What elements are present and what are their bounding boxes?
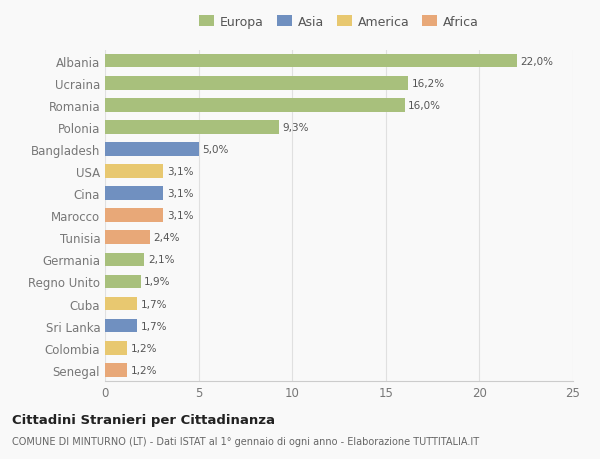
Text: 3,1%: 3,1%: [167, 211, 193, 221]
Text: 16,0%: 16,0%: [408, 101, 441, 111]
Text: 9,3%: 9,3%: [283, 123, 310, 133]
Text: 3,1%: 3,1%: [167, 189, 193, 199]
Text: 2,4%: 2,4%: [154, 233, 180, 243]
Bar: [105, 77, 408, 90]
Bar: [105, 99, 404, 112]
Bar: [105, 297, 137, 311]
Text: 16,2%: 16,2%: [412, 78, 445, 89]
Bar: [105, 319, 137, 333]
Bar: [105, 121, 279, 134]
Bar: [105, 55, 517, 68]
Bar: [105, 165, 163, 179]
Legend: Europa, Asia, America, Africa: Europa, Asia, America, Africa: [196, 13, 482, 31]
Text: 22,0%: 22,0%: [521, 56, 554, 67]
Text: 1,7%: 1,7%: [140, 299, 167, 309]
Bar: [105, 209, 163, 223]
Bar: [105, 253, 145, 267]
Text: 2,1%: 2,1%: [148, 255, 175, 265]
Bar: [105, 231, 150, 245]
Text: 1,7%: 1,7%: [140, 321, 167, 331]
Text: Cittadini Stranieri per Cittadinanza: Cittadini Stranieri per Cittadinanza: [12, 413, 275, 426]
Text: 1,2%: 1,2%: [131, 365, 158, 375]
Text: COMUNE DI MINTURNO (LT) - Dati ISTAT al 1° gennaio di ogni anno - Elaborazione T: COMUNE DI MINTURNO (LT) - Dati ISTAT al …: [12, 436, 479, 446]
Text: 1,2%: 1,2%: [131, 343, 158, 353]
Text: 1,9%: 1,9%: [145, 277, 171, 287]
Text: 3,1%: 3,1%: [167, 167, 193, 177]
Bar: [105, 187, 163, 201]
Text: 5,0%: 5,0%: [202, 145, 229, 155]
Bar: [105, 275, 140, 289]
Bar: [105, 143, 199, 157]
Bar: [105, 363, 127, 377]
Bar: [105, 341, 127, 355]
